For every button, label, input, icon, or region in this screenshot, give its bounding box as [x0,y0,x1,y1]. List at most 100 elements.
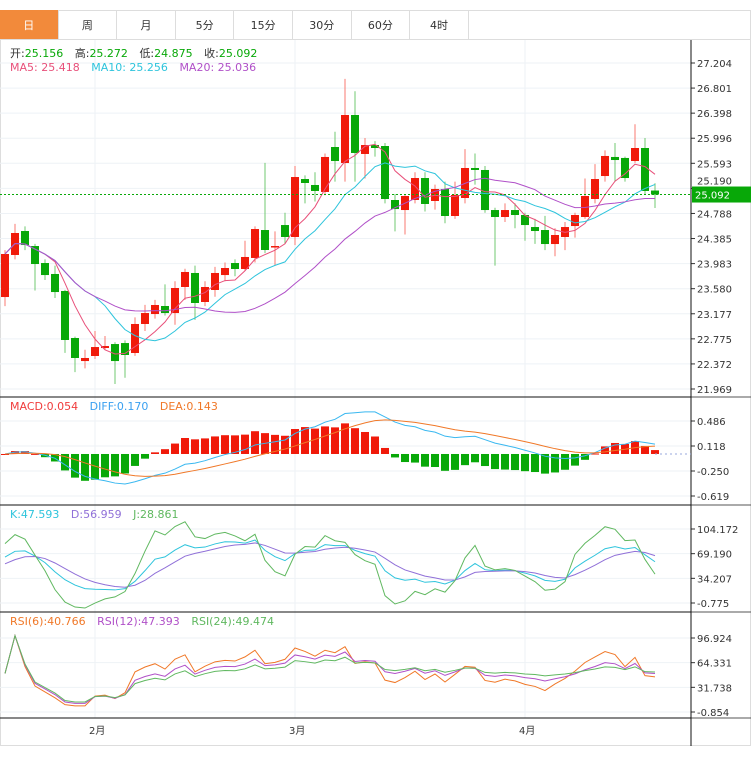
axis-tick-label: 25.190 [697,177,732,188]
axis-tick-label: 26.801 [697,84,732,95]
macd-bar [91,453,99,480]
tab-5min[interactable]: 5分 [176,10,235,39]
candle-up [361,145,369,154]
candle-down [191,272,199,304]
macd-bar [351,428,359,454]
candle-down [531,227,539,232]
candle-down [31,246,39,265]
macd-bar [611,442,619,454]
dea-value: DEA:0.143 [159,400,218,413]
tab-15min[interactable]: 15分 [234,10,293,39]
macd-bar [131,453,139,466]
axis-tick-label: 0.486 [697,417,726,428]
candle-up [631,148,639,162]
candle-up [221,268,229,276]
date-label: 3月 [289,725,305,737]
candle-down [301,179,309,184]
candle-up [171,287,179,314]
macd-bar [331,427,339,454]
last-close-badge [692,186,751,203]
axis-tick-label: 21.969 [697,385,732,396]
open-value: 25.156 [24,47,64,60]
candle-down [521,215,529,226]
candle-up [551,234,559,245]
macd-bar [101,453,109,478]
ma20-line [4,177,656,313]
macd-bar [211,436,219,454]
axis-tick-label: 23.983 [697,260,732,271]
axis-tick-label: 22.372 [697,360,732,371]
candle-down [111,344,119,362]
macd-bar [61,453,69,471]
macd-bar [451,453,459,470]
diff-line [4,411,656,485]
candle-up [141,313,149,324]
macd-bar [591,453,599,455]
macd-bar [541,453,549,474]
axis-tick-label: 31.738 [697,683,732,694]
macd-bar [581,453,589,460]
candle-down [231,263,239,269]
candle-down [41,263,49,276]
tab-day[interactable]: 日 [0,10,59,39]
date-label: 4月 [519,725,535,737]
macd-bar [31,453,39,455]
macd-bar [201,438,209,454]
rsi12-line [4,633,656,704]
axis-tick-label: 64.331 [697,659,732,670]
ma5-line [4,143,656,355]
macd-bar [361,431,369,454]
candle-down [281,225,289,237]
macd-bar [641,445,649,454]
tab-month[interactable]: 月 [117,10,176,39]
rsi12-value: RSI(12):47.393 [97,615,180,628]
macd-bar [341,423,349,454]
macd-bar [391,453,399,458]
candle-down [511,210,519,216]
tab-4hour[interactable]: 4时 [410,10,469,39]
macd-bar [651,450,659,454]
ma10-value: MA10: 25.256 [91,61,168,74]
macd-bar [231,435,239,454]
tab-30min[interactable]: 30分 [293,10,352,39]
j-line [4,521,656,609]
macd-bar [291,429,299,454]
macd-bar [371,436,379,454]
ma10-line [4,162,656,342]
axis-tick-label: 23.580 [697,285,732,296]
axis-tick-label: 104.172 [697,525,738,536]
candle-up [271,246,279,248]
d-value: D:56.959 [70,508,122,521]
candle-up [241,256,249,269]
macd-bar [71,453,79,478]
date-label: 2月 [89,725,105,737]
tab-week[interactable]: 周 [59,10,118,39]
candle-up [591,179,599,200]
macd-bar [431,453,439,468]
candle-down [71,337,79,358]
macd-bar [251,431,259,454]
macd-bar [21,451,29,454]
candle-up [201,286,209,303]
macd-bar [381,447,389,454]
candle-up [91,347,99,356]
ohlc-header: 开:25.156 高:25.272 低:24.875 收:25.092 [10,45,265,61]
candle-up [181,271,189,287]
macd-bar [421,453,429,467]
d-line [4,542,656,588]
axis-tick-label: 27.204 [697,59,732,70]
macd-bar [311,428,319,454]
candle-down [611,156,619,161]
candle-down [311,184,319,191]
tab-60min[interactable]: 60分 [352,10,411,39]
macd-bar [271,434,279,454]
macd-bar [501,453,509,470]
macd-bar [191,439,199,454]
candle-down [641,148,649,191]
macd-bar [411,453,419,463]
ma5-value: MA5: 25.418 [10,61,80,74]
candle-up [131,323,139,354]
macd-bar [441,453,449,471]
macd-bar [491,453,499,470]
